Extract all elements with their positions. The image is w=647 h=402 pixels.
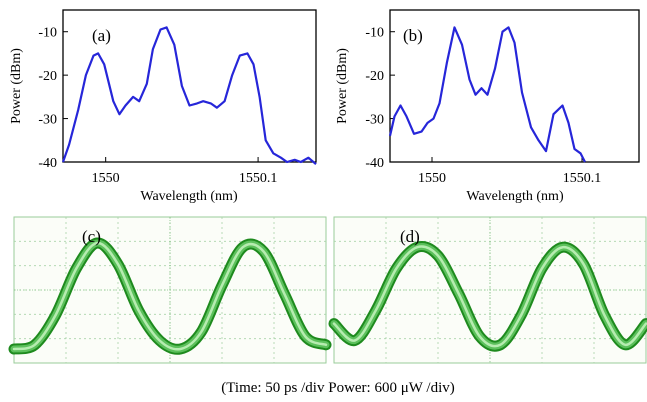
eye-panel-c: (c) [8,216,332,364]
ytick-label: -40 [38,156,57,171]
eye-panel-d: (d) [328,216,647,364]
xlabel-b: Wavelength (nm) [466,189,564,204]
panel-label-c: (c) [82,227,101,246]
spectrum-panel-a: (a) Power (dBm) Wavelength (nm) -10 -20 -3… [9,9,317,204]
ytick-label: -20 [38,69,57,84]
xtick-label: 1550.1 [563,171,602,186]
ylabel-b: Power (dBm) [335,48,350,124]
xtick-label: 1550 [92,171,120,186]
xtick-label: 1550.1 [239,171,278,186]
figure-caption: (Time: 50 ps /div Power: 600 μW /div) [221,380,454,396]
ytick-label: -40 [365,156,384,171]
xlabel-a: Wavelength (nm) [140,189,238,204]
plot-frame-b [389,9,640,163]
eye-trace-core [12,241,328,351]
panel-label-d: (d) [400,227,420,246]
ylabel-a: Power (dBm) [9,48,24,124]
plot-frame-a [62,9,317,163]
eye-trace-core [332,245,647,348]
spectrum-series-a [61,26,317,166]
ytick-label: -10 [38,26,57,41]
ytick-label: -10 [365,26,384,41]
panel-label-a: (a) [92,26,111,45]
spectrum-series-b [388,26,586,163]
panel-label-b: (b) [403,26,423,45]
spectrum-panel-b: (b) Power (dBm) Wavelength (nm) -10 -20 -3… [335,9,640,204]
ytick-label: -30 [365,113,384,128]
ytick-label: -30 [38,113,57,128]
ytick-label: -20 [365,69,384,84]
xtick-label: 1550 [418,171,446,186]
